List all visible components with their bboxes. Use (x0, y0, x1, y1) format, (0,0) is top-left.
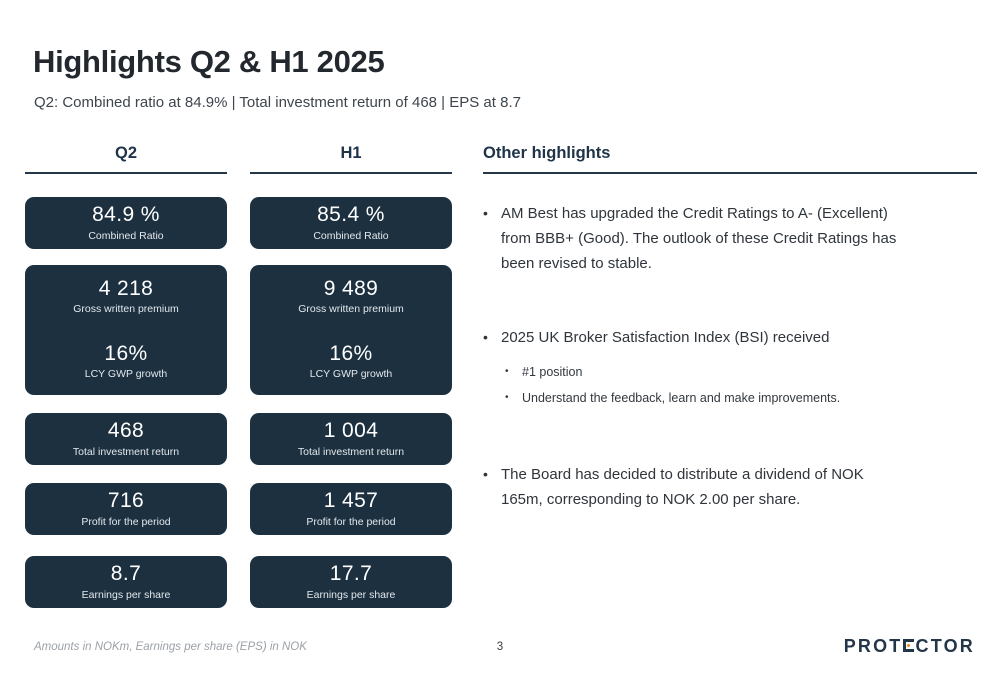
metric-label: Total investment return (72, 445, 180, 458)
page-title: Highlights Q2 & H1 2025 (33, 44, 385, 79)
protector-logo: PROT CTOR (844, 636, 975, 657)
metric: 17.7 Earnings per share (306, 562, 396, 601)
metric-label: Profit for the period (81, 515, 171, 528)
metric-box-gwp-q2: 4 218 Gross written premium 16% LCY GWP … (25, 265, 227, 395)
column-header-h1: H1 (250, 144, 452, 174)
metric-label: Combined Ratio (313, 229, 389, 242)
logo-text-post: CTOR (915, 636, 975, 656)
metric-box-eps-h1: 17.7 Earnings per share (250, 556, 452, 608)
metric-value: 85.4 % (317, 203, 385, 227)
metric: 85.4 % Combined Ratio (313, 203, 389, 242)
metric-value: 1 004 (323, 419, 379, 443)
bullet-marker: • (483, 329, 488, 345)
metric: 8.7 Earnings per share (81, 562, 171, 601)
page-number: 3 (496, 641, 504, 653)
sub-bullet-item: • Understand the feedback, learn and mak… (483, 385, 977, 411)
metric-box-investment-return-h1: 1 004 Total investment return (250, 413, 452, 465)
other-highlights-header: Other highlights (483, 144, 977, 174)
metric-label: Total investment return (297, 445, 405, 458)
metric-label: LCY GWP growth (84, 368, 168, 380)
bullet-marker: • (483, 205, 488, 221)
other-highlights-section: Other highlights • AM Best has upgraded … (483, 144, 977, 512)
metric-value: 9 489 (323, 277, 379, 300)
metric-value: 716 (107, 489, 145, 513)
metric-box-eps-q2: 8.7 Earnings per share (25, 556, 227, 608)
metric-label: Combined Ratio (88, 229, 164, 242)
metric-value: 16% (104, 341, 148, 365)
bullet-text: The Board has decided to distribute a di… (501, 466, 864, 508)
metric-box-profit-q2: 716 Profit for the period (25, 483, 227, 535)
bullet-marker: • (483, 466, 488, 482)
metric-box-investment-return-q2: 468 Total investment return (25, 413, 227, 465)
metric-box-combined-ratio-h1: 85.4 % Combined Ratio (250, 197, 452, 249)
sub-bullet-list: • #1 position • Understand the feedback,… (483, 359, 977, 411)
metric: 16% LCY GWP growth (84, 341, 168, 380)
metric-value: 84.9 % (92, 203, 160, 227)
column-header-q2: Q2 (25, 144, 227, 174)
metric-label: Earnings per share (306, 588, 396, 601)
metric-label: Profit for the period (306, 515, 396, 528)
metric-label: Gross written premium (73, 303, 179, 316)
bullet-marker: • (505, 392, 509, 403)
metric-box-combined-ratio-q2: 84.9 % Combined Ratio (25, 197, 227, 249)
logo-letter-e-icon (902, 639, 914, 652)
metric: 468 Total investment return (72, 419, 180, 458)
metric: 716 Profit for the period (81, 489, 171, 528)
logo-orange-dot-icon (906, 643, 911, 648)
footer-note: Amounts in NOKm, Earnings per share (EPS… (34, 641, 307, 653)
sub-bullet-text: #1 position (522, 365, 583, 379)
bullet-text: AM Best has upgraded the Credit Ratings … (501, 205, 897, 272)
page-subtitle: Q2: Combined ratio at 84.9% | Total inve… (34, 94, 521, 111)
metric-value: 16% (329, 341, 373, 365)
metric: 84.9 % Combined Ratio (88, 203, 164, 242)
metric: 1 004 Total investment return (297, 419, 405, 458)
column-h1: H1 85.4 % Combined Ratio 9 489 Gross wri… (250, 144, 452, 608)
highlights-bullet-list: • AM Best has upgraded the Credit Rating… (483, 174, 977, 512)
bullet-text: 2025 UK Broker Satisfaction Index (BSI) … (501, 329, 830, 346)
metric-label: LCY GWP growth (309, 368, 393, 380)
sub-bullet-text: Understand the feedback, learn and make … (522, 391, 841, 405)
metric-value: 4 218 (98, 277, 154, 300)
metric: 4 218 Gross written premium (73, 277, 179, 316)
bullet-marker: • (505, 366, 509, 377)
metric-box-profit-h1: 1 457 Profit for the period (250, 483, 452, 535)
bullet-item-bsi: • 2025 UK Broker Satisfaction Index (BSI… (483, 325, 977, 350)
metric-label: Earnings per share (81, 588, 171, 601)
bullet-item-credit-rating: • AM Best has upgraded the Credit Rating… (483, 201, 977, 276)
bullet-item-dividend: • The Board has decided to distribute a … (483, 462, 977, 512)
metric-value: 17.7 (329, 562, 373, 586)
metric-value: 1 457 (323, 489, 379, 513)
metric: 1 457 Profit for the period (306, 489, 396, 528)
metric-value: 468 (107, 419, 145, 443)
metric-value: 8.7 (110, 562, 142, 586)
sub-bullet-item: • #1 position (483, 359, 977, 385)
logo-text-pre: PROT (843, 636, 903, 656)
metric-box-gwp-h1: 9 489 Gross written premium 16% LCY GWP … (250, 265, 452, 395)
metric: 16% LCY GWP growth (309, 341, 393, 380)
metric-label: Gross written premium (298, 303, 404, 316)
column-q2: Q2 84.9 % Combined Ratio 4 218 Gross wri… (25, 144, 227, 608)
metric: 9 489 Gross written premium (298, 277, 404, 316)
